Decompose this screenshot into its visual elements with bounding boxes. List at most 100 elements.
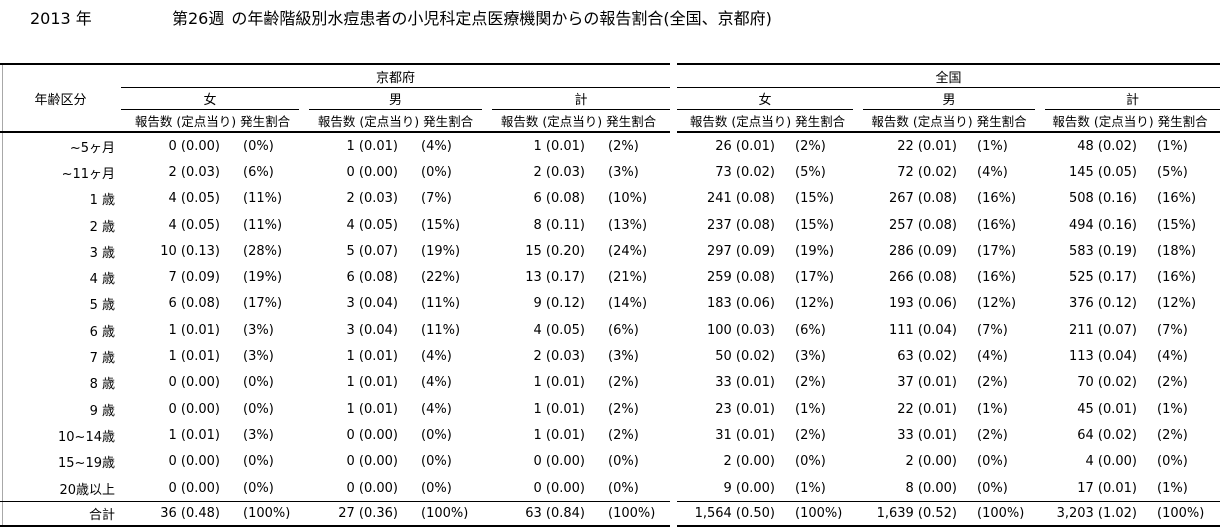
subheader-national-total: 報告数 (定点当り) 発生割合 xyxy=(1040,110,1220,133)
pct-cell: (2%) xyxy=(795,375,826,391)
count-cell: 286 (0.09) xyxy=(888,243,957,259)
subheader-pct-label: 発生割合 xyxy=(976,114,1027,129)
report-table: 年齢区分 京都府 女 男 計 報告数 (定点当り) 発生割合 報告数 (定点当り) 発生… xyxy=(0,63,1220,528)
pct-cell: (6%) xyxy=(795,322,826,338)
count-cell: 70 (0.02) xyxy=(1077,375,1137,391)
subheader-rate-label: (定点当り) xyxy=(176,114,237,129)
age-cell: ~11ヶ月 xyxy=(61,166,115,182)
age-cell: 6 歳 xyxy=(89,324,115,340)
pct-cell: (0%) xyxy=(243,454,274,470)
pct-cell: (11%) xyxy=(421,322,461,338)
subheader-count-label: 報告数 xyxy=(689,114,728,129)
pct-cell: (21%) xyxy=(608,270,648,286)
count-cell: 2 (0.00) xyxy=(723,454,776,470)
count-cell: 4 (0.05) xyxy=(533,322,586,338)
pct-cell: (16%) xyxy=(1157,270,1197,286)
pct-cell: (2%) xyxy=(608,138,639,154)
pct-cell: (19%) xyxy=(421,243,461,259)
age-cell: 2 歳 xyxy=(89,219,115,235)
age-cell: 4 歳 xyxy=(89,272,115,288)
pct-cell: (7%) xyxy=(1157,322,1188,338)
count-cell: 0 (0.00) xyxy=(533,480,586,496)
subheader-kyoto-male: 報告数 (定点当り) 発生割合 xyxy=(304,110,487,133)
count-cell: 113 (0.04) xyxy=(1068,349,1137,365)
pct-cell: (1%) xyxy=(795,480,826,496)
count-cell: 5 (0.07) xyxy=(346,243,399,259)
age-column-header: 年齢区分 xyxy=(0,65,121,133)
subheader-national-female: 報告数 (定点当り) 発生割合 xyxy=(677,110,858,133)
subheader-rate-label: (定点当り) xyxy=(912,114,973,129)
count-cell: 266 (0.08) xyxy=(888,270,957,286)
age-cell: 5 歳 xyxy=(89,298,115,314)
pct-cell: (1%) xyxy=(977,401,1008,417)
count-cell: 37 (0.01) xyxy=(897,375,957,391)
pct-cell: (3%) xyxy=(243,349,274,365)
gender-header-national-female: 女 xyxy=(677,88,853,110)
count-cell: 1 (0.01) xyxy=(533,427,586,443)
count-cell: 0 (0.00) xyxy=(168,138,221,154)
count-cell: 0 (0.00) xyxy=(168,375,221,391)
count-cell: 31 (0.01) xyxy=(715,427,775,443)
pct-cell: (6%) xyxy=(243,164,274,180)
pct-cell: (0%) xyxy=(977,480,1008,496)
subheader-rate-label: (定点当り) xyxy=(731,114,792,129)
gender-header-kyoto-female: 女 xyxy=(121,88,299,110)
pct-cell: (16%) xyxy=(977,270,1017,286)
age-cell: ~5ヶ月 xyxy=(69,140,115,156)
pct-cell: (2%) xyxy=(795,427,826,443)
count-cell: 1 (0.01) xyxy=(168,322,221,338)
pct-cell: (0%) xyxy=(795,454,826,470)
age-cell: 1 歳 xyxy=(89,193,115,209)
count-cell: 48 (0.02) xyxy=(1077,138,1137,154)
pct-cell: (100%) xyxy=(1139,501,1220,525)
subheader-pct-label: 発生割合 xyxy=(240,114,291,129)
count-cell: 6 (0.08) xyxy=(533,191,586,207)
count-cell: 0 (0.00) xyxy=(346,427,399,443)
count-cell: 8 (0.00) xyxy=(905,480,958,496)
count-cell: 257 (0.08) xyxy=(888,217,957,233)
pct-cell: (2%) xyxy=(977,375,1008,391)
count-cell: 33 (0.01) xyxy=(715,375,775,391)
subheader-pct-label: 発生割合 xyxy=(1157,114,1208,129)
count-cell: 145 (0.05) xyxy=(1068,164,1137,180)
pct-cell: (2%) xyxy=(1157,375,1188,391)
gender-header-national-male: 男 xyxy=(863,88,1035,110)
gender-header-kyoto-total: 計 xyxy=(492,88,670,110)
pct-cell: (0%) xyxy=(608,454,639,470)
pct-cell: (17%) xyxy=(795,270,835,286)
pct-cell: (19%) xyxy=(243,270,283,286)
count-cell: 8 (0.11) xyxy=(533,217,586,233)
pct-cell: (1%) xyxy=(1157,480,1188,496)
count-cell: 0 (0.00) xyxy=(346,480,399,496)
pct-cell: (100%) xyxy=(959,501,1040,525)
pct-cell: (1%) xyxy=(795,401,826,417)
pct-cell: (0%) xyxy=(608,480,639,496)
count-cell: 2 (0.03) xyxy=(533,164,586,180)
page-title: 2013 年 第26週 の年齢階級別水痘患者の小児科定点医療機関からの報告割合(全… xyxy=(0,5,1220,29)
title-text: 第26週 の年齢階級別水痘患者の小児科定点医療機関からの報告割合(全国、京都府) xyxy=(172,5,772,29)
count-cell: 26 (0.01) xyxy=(715,138,775,154)
count-cell: 6 (0.08) xyxy=(346,270,399,286)
subheader-count-label: 報告数 xyxy=(871,114,909,129)
count-cell: 267 (0.08) xyxy=(888,191,957,207)
pct-cell: (11%) xyxy=(243,217,283,233)
pct-cell: (100%) xyxy=(587,501,670,525)
count-cell: 73 (0.02) xyxy=(715,164,775,180)
count-cell: 4 (0.00) xyxy=(1085,454,1138,470)
pct-cell: (0%) xyxy=(243,375,274,391)
pct-cell: (15%) xyxy=(795,191,835,207)
count-cell: 10 (0.13) xyxy=(160,243,220,259)
pct-cell: (0%) xyxy=(243,138,274,154)
count-cell: 4 (0.05) xyxy=(168,217,221,233)
gender-header-kyoto-male: 男 xyxy=(309,88,482,110)
age-cell: 20歳以上 xyxy=(59,482,115,498)
pct-cell: (3%) xyxy=(243,427,274,443)
region-header-kyoto: 京都府 xyxy=(121,65,670,88)
count-cell: 494 (0.16) xyxy=(1068,217,1137,233)
age-cell: 8 歳 xyxy=(89,377,115,393)
count-cell: 1 (0.01) xyxy=(533,375,586,391)
pct-cell: (1%) xyxy=(1157,401,1188,417)
pct-cell: (0%) xyxy=(1157,454,1188,470)
count-cell: 508 (0.16) xyxy=(1068,191,1137,207)
pct-cell: (3%) xyxy=(795,349,826,365)
